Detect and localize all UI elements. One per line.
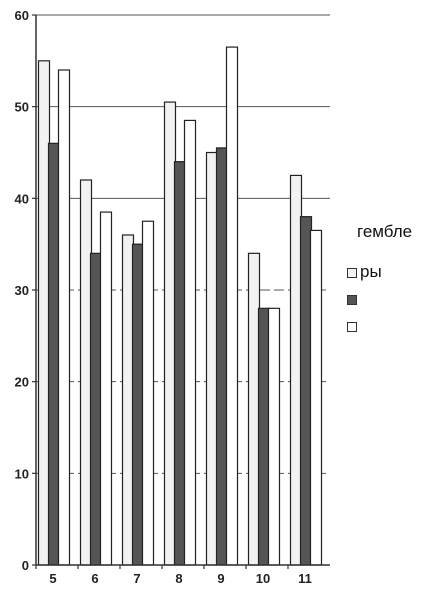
x-tick-label: 5 [49, 571, 56, 586]
bar-series-2-8 [173, 161, 187, 566]
x-tick-label: 8 [175, 571, 182, 586]
bar-series-3-5 [57, 69, 71, 566]
bar-series-1-11 [289, 174, 303, 566]
x-tick-label: 7 [133, 571, 140, 586]
annotation-text-1: гембле [357, 222, 413, 241]
bar-series-1-8 [163, 101, 177, 566]
legend-swatch-series-1 [347, 268, 357, 278]
axes [32, 14, 330, 569]
bar-series-3-8 [183, 119, 197, 566]
x-tick-label: 11 [298, 571, 312, 586]
y-tick-label: 0 [22, 558, 29, 573]
bar-series-1-7 [121, 234, 135, 566]
y-tick-label: 10 [15, 466, 29, 481]
bar-series-2-6 [89, 252, 103, 566]
bar-series-3-10 [267, 307, 281, 566]
bar-series-1-9 [205, 151, 219, 566]
bar-series-1-6 [79, 179, 93, 566]
bar-series-2-10 [257, 307, 271, 566]
annotation-text-2: ры [360, 262, 382, 281]
y-tick-label: 50 [15, 100, 29, 115]
bar-series-2-5 [47, 142, 61, 566]
y-tick-label: 40 [15, 191, 29, 206]
x-tick-label: 9 [217, 571, 224, 586]
y-tick-labels: 0 10 20 30 40 50 60 [15, 8, 29, 573]
bar-series-3-11 [309, 229, 323, 566]
bars [37, 46, 323, 566]
x-tick-labels: 5 6 7 8 9 10 11 [49, 571, 311, 586]
legend [344, 266, 364, 334]
legend-swatch-series-2 [347, 295, 357, 305]
bar-series-3-6 [99, 211, 113, 566]
bar-series-3-7 [141, 220, 155, 566]
bar-series-1-5 [37, 60, 51, 566]
bar-series-2-7 [131, 243, 145, 566]
bar-series-2-11 [299, 216, 313, 566]
bar-series-1-10 [247, 252, 261, 566]
y-tick-label: 30 [15, 283, 29, 298]
y-tick-label: 60 [15, 8, 29, 23]
bar-series-2-9 [215, 147, 229, 566]
x-tick-label: 10 [256, 571, 270, 586]
x-tick-label: 6 [91, 571, 98, 586]
bar-series-3-9 [225, 46, 239, 566]
y-tick-label: 20 [15, 375, 29, 390]
legend-swatch-series-3 [347, 322, 357, 332]
